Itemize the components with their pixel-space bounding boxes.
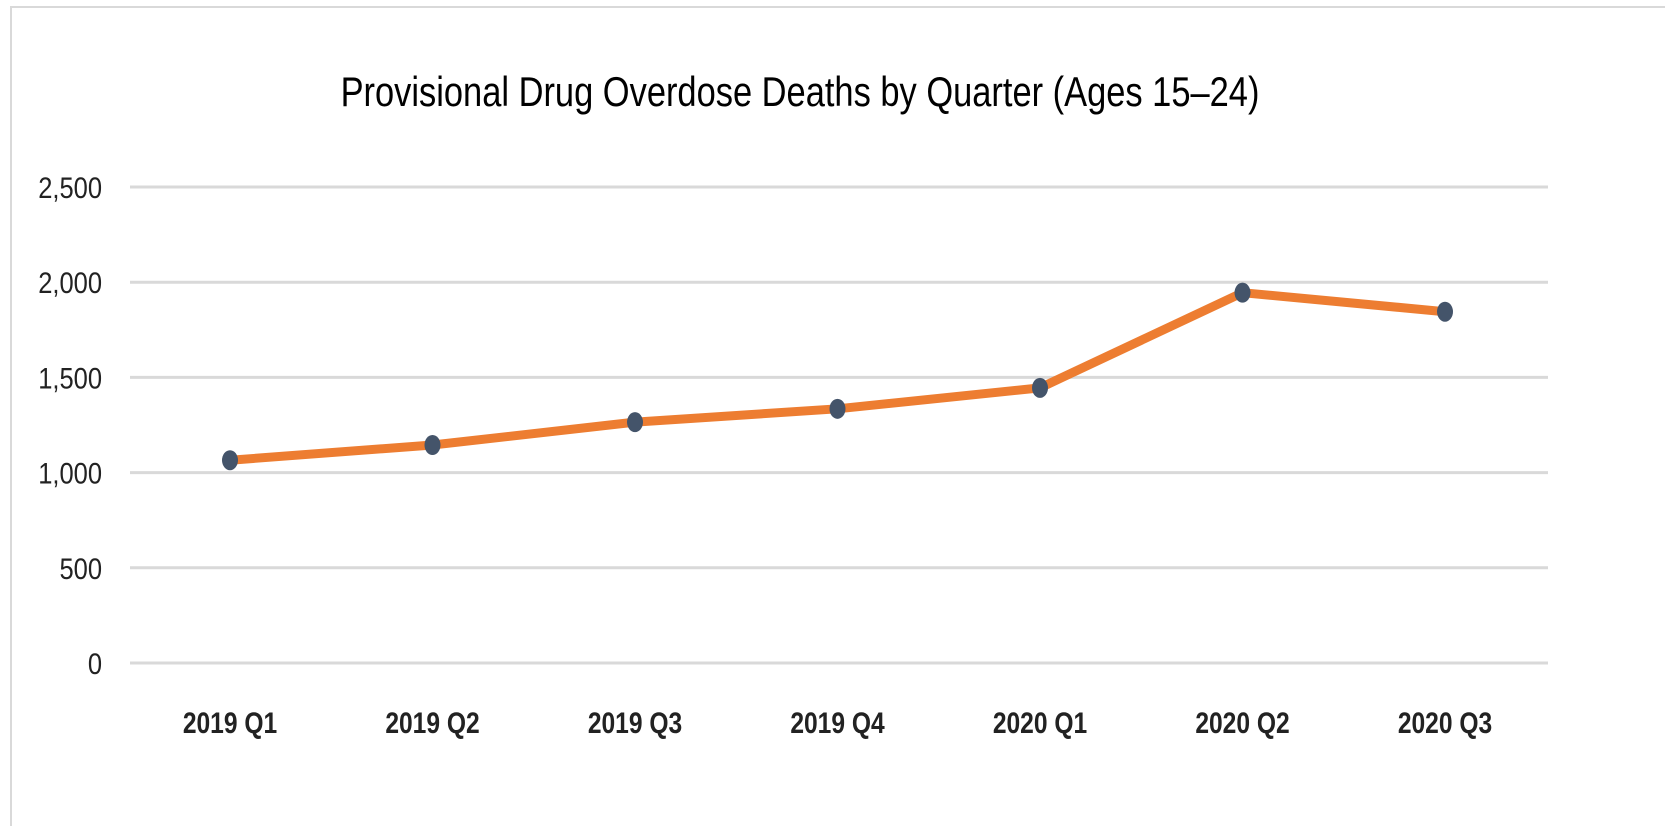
y-tick-label: 1,500 bbox=[38, 361, 102, 394]
data-point bbox=[222, 450, 238, 471]
y-tick-label: 2,000 bbox=[38, 266, 102, 299]
data-point bbox=[1234, 282, 1251, 303]
data-point bbox=[627, 412, 643, 433]
data-point bbox=[1437, 301, 1453, 322]
x-tick-label: 2019 Q1 bbox=[183, 706, 277, 740]
y-tick-label: 0 bbox=[88, 647, 102, 680]
x-tick-label: 2019 Q4 bbox=[790, 706, 885, 740]
y-tick-label: 2,500 bbox=[38, 171, 102, 204]
x-tick-label: 2019 Q2 bbox=[385, 706, 479, 740]
x-tick-label: 2019 Q3 bbox=[588, 706, 682, 740]
chart-title: Provisional Drug Overdose Deaths by Quar… bbox=[340, 68, 1260, 115]
y-tick-label: 500 bbox=[59, 552, 102, 585]
x-tick-label: 2020 Q2 bbox=[1195, 706, 1289, 740]
x-tick-label: 2020 Q1 bbox=[993, 706, 1087, 740]
data-point bbox=[1032, 377, 1048, 398]
y-tick-label: 1,000 bbox=[38, 457, 102, 490]
data-point bbox=[829, 398, 846, 419]
x-tick-label: 2020 Q3 bbox=[1398, 706, 1492, 740]
data-point bbox=[424, 434, 441, 455]
